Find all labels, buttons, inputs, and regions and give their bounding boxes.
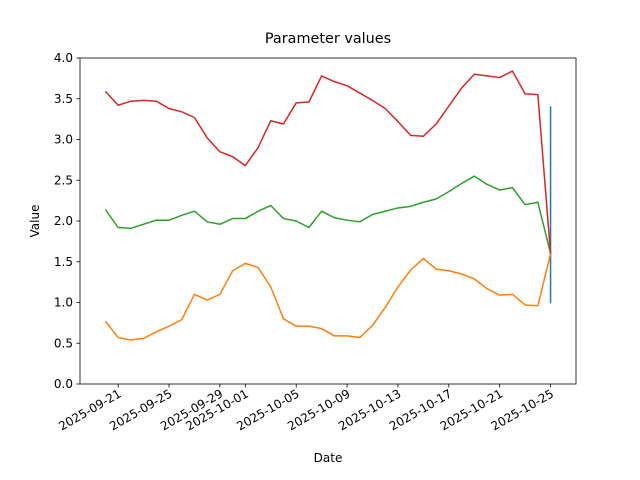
- y-tick-label: 4.0: [54, 51, 73, 65]
- y-tick-label: 3.5: [54, 92, 73, 106]
- y-tick-label: 2.0: [54, 214, 73, 228]
- x-axis-label: Date: [314, 451, 343, 465]
- line-series: [104, 253, 552, 341]
- y-tick-label: 2.5: [54, 173, 73, 187]
- y-axis-label: Value: [28, 205, 42, 238]
- y-tick-label: 1.0: [54, 296, 73, 310]
- line-series: [104, 175, 552, 254]
- line-series: [104, 70, 552, 254]
- plot-frame: [79, 57, 577, 385]
- y-tick-label: 1.5: [54, 255, 73, 269]
- y-tick-label: 0.5: [54, 336, 73, 350]
- y-tick-label: 3.0: [54, 133, 73, 147]
- chart-title: Parameter values: [265, 31, 391, 47]
- y-tick-label: 0.0: [54, 377, 73, 391]
